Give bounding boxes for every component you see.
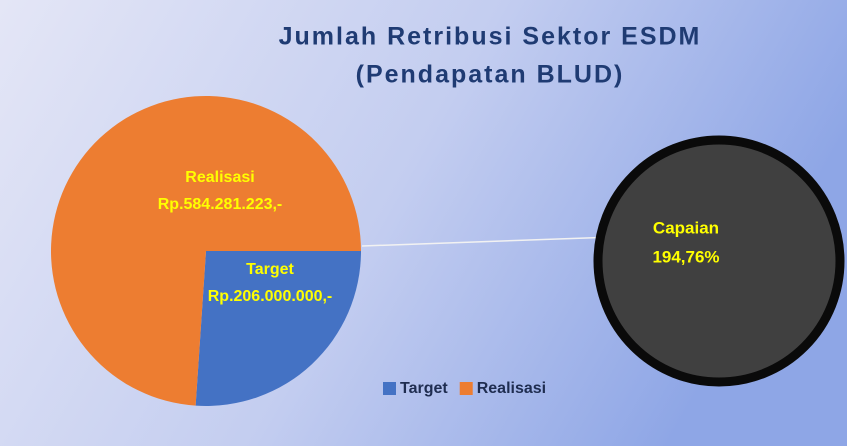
pie-slice [195,251,361,406]
slice-label: Target [246,261,294,278]
pie: Target Rp.206.000.000,- Realisasi Rp.584.28… [50,95,361,406]
chart-title: Jumlah Retribusi Sektor ESDM [279,23,702,51]
leader-line [361,235,643,247]
slice-value-label: Rp.206.000.000,- [208,288,333,305]
annotation-text: 194,76% [652,247,719,266]
legend-swatch [459,382,473,395]
pie-slice [50,95,361,406]
slice-label: Realisasi [185,169,254,186]
chart-subtitle: (Pendapatan BLUD) [356,61,625,89]
annotation-label: Capaian [653,218,719,237]
legend: Target Realisasi [383,380,546,397]
legend-label: Target [400,380,448,397]
legend-label: Realisasi [477,380,546,397]
capaian-circle [593,135,845,387]
legend-swatch [383,382,396,395]
slice-value-label: Rp.584.281.223,- [158,196,283,213]
